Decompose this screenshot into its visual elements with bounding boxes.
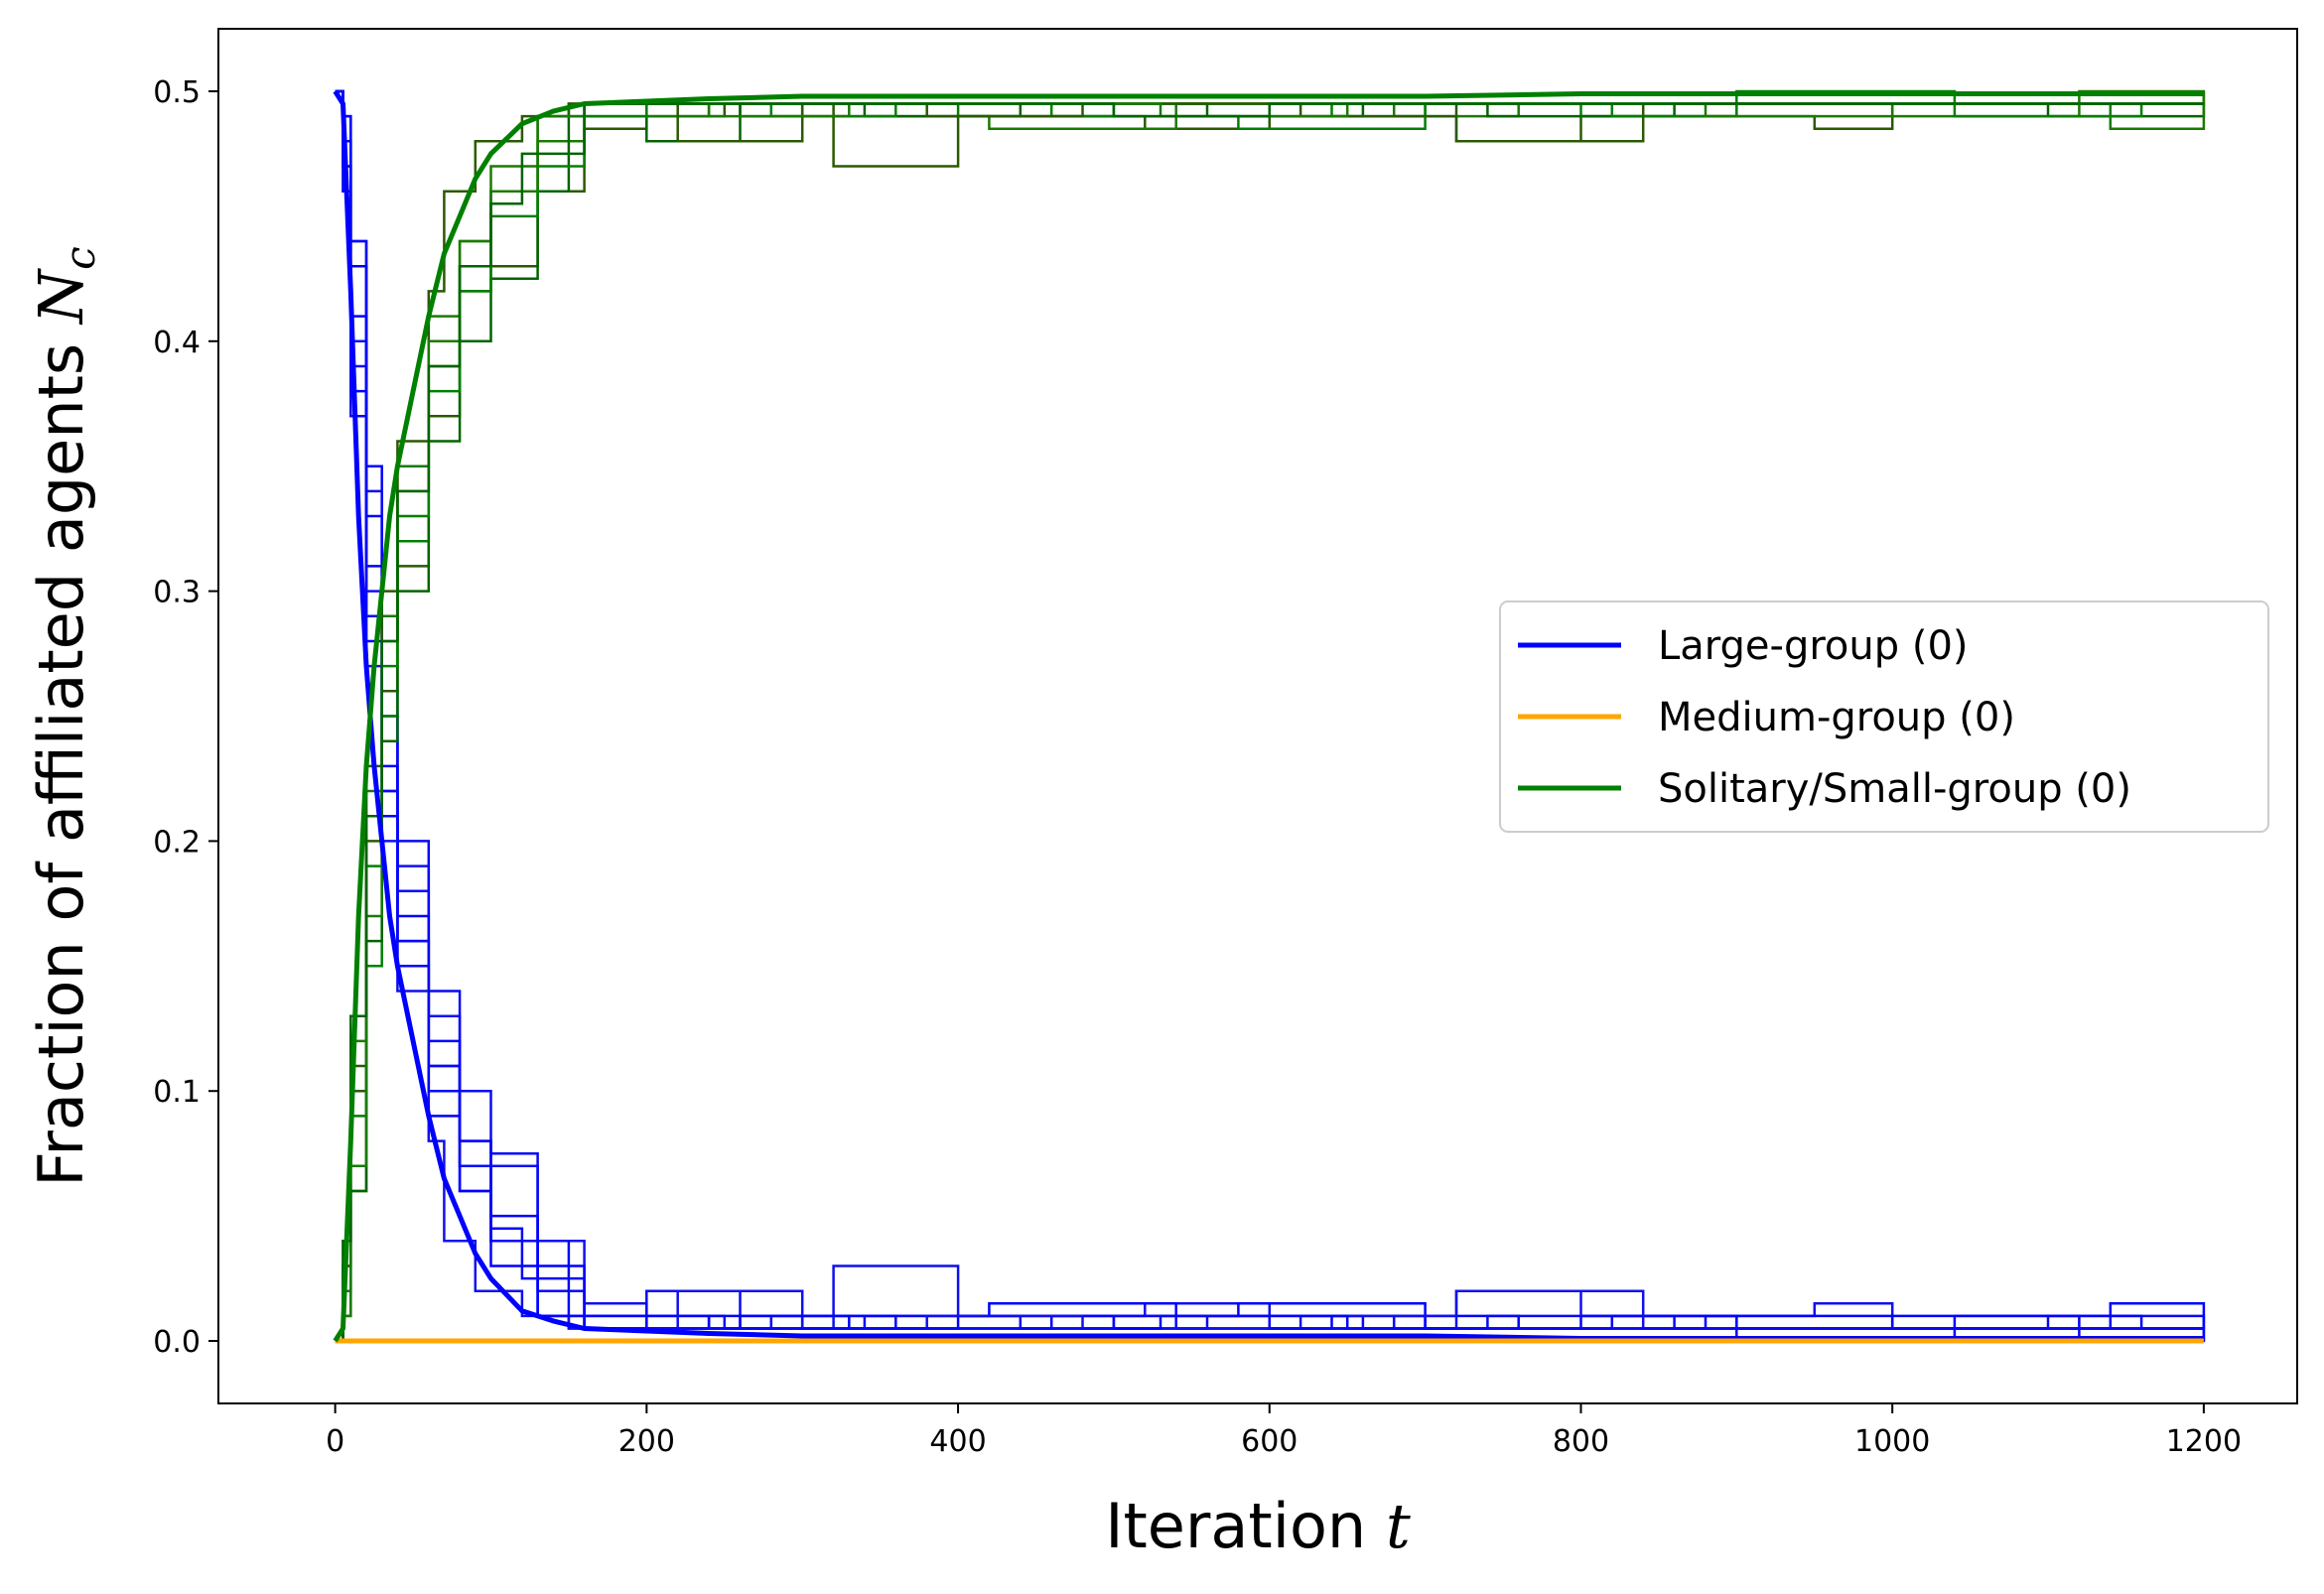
large-group-0-mean-line (333, 89, 2204, 1341)
x-tick-label: 600 (1241, 1424, 1298, 1459)
y-tick-label: 0.1 (153, 1075, 201, 1110)
x-axis-label-var: t (1386, 1490, 1411, 1562)
x-tick-label: 800 (1553, 1424, 1609, 1459)
legend-label-solitary-small-group: Solitary/Small-group (0) (1658, 766, 2131, 812)
x-axis-ticks: 0 200 400 600 800 1000 1200 (326, 1403, 2242, 1459)
y-tick-label: 0.0 (153, 1325, 201, 1360)
y-tick-label: 0.5 (153, 75, 201, 110)
x-tick-label: 1000 (1854, 1424, 1930, 1459)
y-tick-label: 0.3 (153, 576, 201, 610)
solitary-small-group-0-run-line (335, 102, 2204, 1343)
x-tick-label: 0 (326, 1424, 344, 1459)
x-tick-label: 400 (929, 1424, 986, 1459)
y-tick-label: 0.4 (153, 326, 201, 360)
plot-area-frame (217, 28, 2298, 1404)
x-axis-label-text: Iteration (1105, 1490, 1386, 1562)
solitary-small-group-0-run-line (335, 89, 2204, 1343)
y-axis-label-sub: c (56, 246, 104, 270)
x-axis-label: Iteration t (1105, 1490, 1411, 1562)
legend: Large-group (0) Medium-group (0) Solitar… (1499, 600, 2269, 833)
solitary-small-group-0-mean-line (333, 91, 2204, 1343)
y-tick-label: 0.2 (153, 825, 201, 860)
y-axis-label: Fraction of affiliated agents Nc (25, 246, 104, 1186)
x-tick-label: 200 (618, 1424, 675, 1459)
legend-label-medium-group: Medium-group (0) (1658, 695, 2015, 740)
y-axis-ticks: 0.0 0.1 0.2 0.3 0.4 0.5 (153, 75, 218, 1360)
legend-label-large-group: Large-group (0) (1658, 623, 1969, 669)
large-group-0-run-line (335, 89, 2204, 1343)
x-tick-label: 1200 (2166, 1424, 2242, 1459)
y-axis-label-text: Fraction of affiliated agents (25, 324, 97, 1187)
y-axis-label-var: N (25, 267, 97, 326)
series-layer (333, 89, 2206, 1344)
large-group-0-run-line (335, 89, 2204, 1330)
legend-box (1499, 600, 2269, 833)
